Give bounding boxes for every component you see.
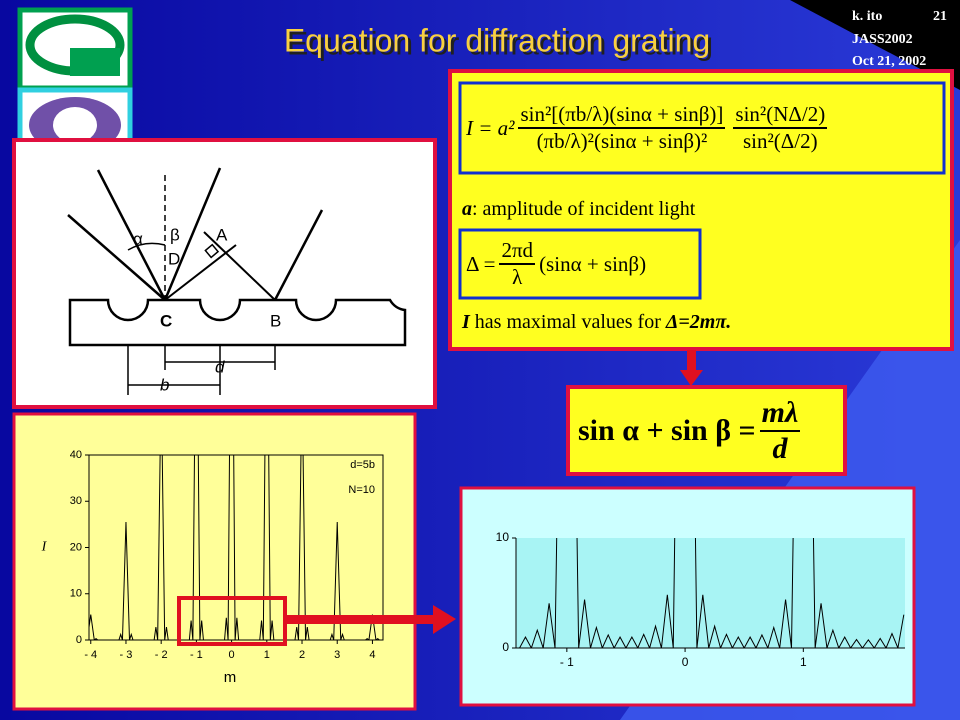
- diffracted-ray: [273, 209, 324, 301]
- intensity-equation: I = a² sin²[(πb/λ)(sinα + sinβ)] (πb/λ)²(…: [466, 86, 831, 170]
- wavefront: [164, 244, 237, 301]
- numerator: 2πd: [499, 238, 536, 265]
- fraction: 2πd λ: [499, 238, 536, 290]
- equation-frame: [458, 228, 702, 300]
- delta-equation: Δ = 2πd λ (sinα + sinβ): [466, 232, 646, 296]
- equation-frame: [458, 81, 946, 175]
- x-axis-label: m: [224, 669, 237, 686]
- note-text: has maximal values for: [469, 311, 666, 333]
- fraction: sin²[(πb/λ)(sinα + sinβ)] (πb/λ)²(sinα + …: [518, 102, 726, 154]
- x-tick-label: - 1: [190, 649, 203, 661]
- denominator: sin²(Δ/2): [742, 129, 818, 153]
- denominator: d: [772, 432, 788, 465]
- y-tick-label: 0: [76, 634, 82, 646]
- y-tick-label: 10: [70, 588, 82, 600]
- pf-logo-box: [70, 48, 120, 76]
- grating-diagram: [67, 167, 407, 395]
- arrow-head: [433, 605, 456, 634]
- y-tick-label: 10: [496, 530, 510, 544]
- y-tick-label: 20: [70, 541, 82, 553]
- grating-surface: [68, 298, 407, 347]
- symbol: a: [462, 198, 472, 220]
- data-line: [89, 455, 380, 640]
- diagram-label: d: [215, 357, 225, 376]
- x-tick-label: 0: [229, 649, 235, 661]
- equation-text: Δ =: [466, 251, 496, 276]
- symbol: I: [462, 311, 470, 333]
- zoom-box: [177, 596, 287, 646]
- arrow-head: [680, 370, 703, 386]
- incident-ray: [96, 169, 167, 301]
- denominator: (πb/λ)²(sinα + sinβ)²: [536, 129, 708, 153]
- x-tick-label: 1: [800, 655, 807, 669]
- x-tick-label: - 3: [120, 649, 133, 661]
- y-tick-label: 0: [502, 640, 509, 654]
- plot-area: [516, 538, 905, 648]
- data-line: [519, 538, 905, 648]
- title-shadow: Equation for diffraction grating: [287, 25, 713, 61]
- diagram-label: β: [170, 225, 180, 244]
- chart-panel: [12, 412, 417, 711]
- note-text: : amplitude of incident light: [472, 198, 696, 220]
- x-tick-label: 3: [334, 649, 340, 661]
- equation-panel: [448, 69, 954, 351]
- denominator: λ: [512, 265, 523, 289]
- diagram-panel: [12, 138, 437, 409]
- kek-logo-inner: [53, 107, 97, 143]
- diagram-label: A: [216, 225, 228, 244]
- diagram-labels: α β A D C B d b: [133, 225, 281, 394]
- title: Equation for diffraction grating: [284, 22, 710, 58]
- x-tick-label: 2: [299, 649, 305, 661]
- diagram-label: α: [133, 229, 143, 248]
- x-tick-label: 4: [369, 649, 375, 661]
- diagram-label: b: [160, 375, 169, 394]
- amplitude-note: a: amplitude of incident light: [462, 198, 695, 221]
- equation-text: sin α + sin β =: [578, 414, 756, 447]
- numerator: mλ: [759, 396, 801, 432]
- author: k. ito: [852, 9, 882, 24]
- incident-ray: [67, 214, 166, 301]
- equation-text: I = a²: [466, 115, 515, 140]
- y-tick-label: 30: [70, 495, 82, 507]
- wavefront: [203, 231, 276, 301]
- page-number: 21: [933, 9, 947, 24]
- equation-text: (sinα + sinβ): [539, 251, 647, 276]
- x-tick-label: 0: [682, 655, 689, 669]
- annotation: N=10: [348, 484, 375, 496]
- numerator: sin²[(πb/λ)(sinα + sinβ)]: [518, 102, 726, 129]
- x-tick-label: 1: [264, 649, 270, 661]
- numerator: sin²(NΔ/2): [733, 102, 828, 129]
- date: Oct 21, 2002: [852, 54, 926, 69]
- arrow-shaft: [687, 350, 696, 372]
- fraction: sin²(NΔ/2) sin²(Δ/2): [733, 102, 828, 154]
- diagram-label: B: [270, 311, 281, 330]
- right-angle: [204, 243, 220, 259]
- diagram-label: D: [168, 249, 180, 268]
- condition: Δ=2mπ.: [665, 311, 732, 333]
- arrow-shaft: [287, 615, 435, 624]
- x-tick-label: - 4: [84, 649, 97, 661]
- grating-equation: sin α + sin β = mλ d: [578, 392, 804, 470]
- fraction: mλ d: [759, 396, 801, 466]
- corner-band: [790, 0, 960, 90]
- diagram-label: C: [160, 311, 172, 330]
- y-axis-label: I: [41, 540, 48, 555]
- x-tick-label: - 1: [560, 655, 574, 669]
- maxima-note: I has maximal values for Δ=2mπ.: [462, 311, 731, 334]
- annotation: d=5b: [350, 459, 375, 471]
- event: JASS2002: [852, 32, 913, 47]
- x-tick-label: - 2: [155, 649, 168, 661]
- y-tick-label: 40: [70, 449, 82, 461]
- diffracted-ray: [163, 167, 222, 301]
- angle-arc: [127, 242, 166, 251]
